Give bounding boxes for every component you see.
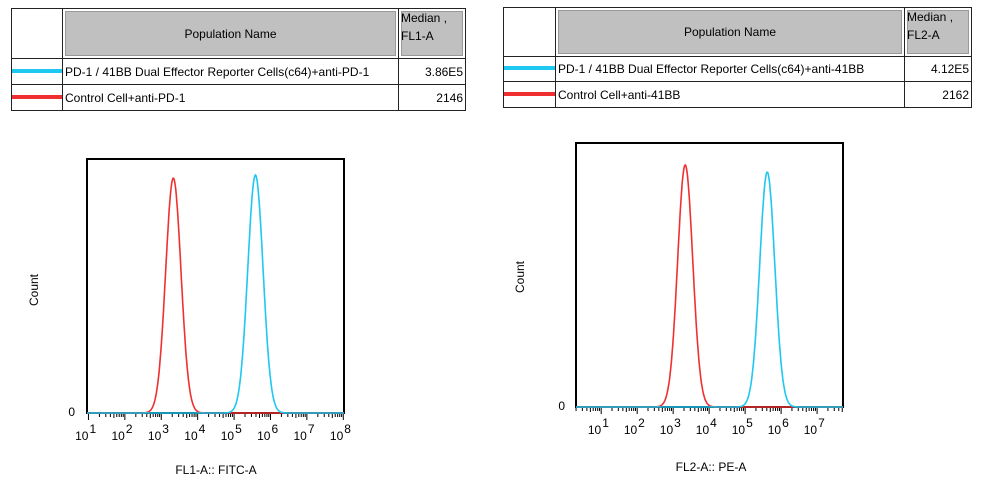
median-value: 2146 bbox=[398, 84, 466, 111]
legend-row: PD-1 / 41BB Dual Effector Reporter Cells… bbox=[503, 56, 972, 82]
x-tick-label: 10 bbox=[660, 423, 674, 437]
median-header-line1: Median , bbox=[907, 10, 954, 24]
legend-swatch-header bbox=[503, 7, 556, 57]
x-tick-exponent: 5 bbox=[746, 416, 753, 430]
x-tick-label: 10 bbox=[111, 429, 125, 443]
x-tick-label: 10 bbox=[75, 429, 89, 443]
x-tick-exponent: 8 bbox=[344, 422, 351, 436]
legend-table-fl1: Population Name Median , FL1-A PD-1 / 41B… bbox=[11, 8, 466, 111]
median-value: 2162 bbox=[904, 81, 972, 108]
x-tick-label: 10 bbox=[184, 429, 198, 443]
x-tick-exponent: 5 bbox=[235, 422, 242, 436]
x-tick-label: 10 bbox=[330, 429, 344, 443]
legend-swatch-cell bbox=[503, 56, 556, 82]
histogram-series-line bbox=[576, 164, 843, 408]
x-tick-label: 10 bbox=[221, 429, 235, 443]
y-tick-label-zero: 0 bbox=[558, 399, 565, 413]
y-axis-label: Count bbox=[27, 273, 41, 306]
population-name: Control Cell+anti-PD-1 bbox=[62, 84, 399, 111]
median-value: 4.12E5 bbox=[904, 56, 972, 82]
histogram-series-line bbox=[87, 177, 344, 414]
plot-frame bbox=[575, 142, 844, 408]
median-header-line2: FL2-A bbox=[907, 28, 940, 42]
histogram-fl2: Count FL2-A:: PE-A 0 10 1 10 2 10 3 10 4 10 5 10 6 1… bbox=[513, 142, 844, 474]
legend-swatch-cell bbox=[503, 81, 556, 108]
x-tick-exponent: 2 bbox=[126, 422, 133, 436]
histogram-series-line bbox=[576, 171, 843, 408]
legend-row: PD-1 / 41BB Dual Effector Reporter Cells… bbox=[11, 58, 466, 85]
column-header-population: Population Name bbox=[555, 7, 905, 57]
x-tick-label: 10 bbox=[804, 423, 818, 437]
red-line-swatch bbox=[504, 91, 555, 96]
median-value: 3.86E5 bbox=[398, 58, 466, 85]
cyan-line-swatch bbox=[504, 66, 555, 70]
x-tick-exponent: 3 bbox=[674, 416, 681, 430]
x-tick-exponent: 6 bbox=[271, 422, 278, 436]
median-header-line2: FL1-A bbox=[401, 29, 434, 43]
red-line-swatch bbox=[12, 94, 62, 99]
legend-swatch-cell bbox=[11, 84, 63, 111]
histogram-series-line bbox=[87, 173, 344, 414]
x-tick-label: 10 bbox=[732, 423, 746, 437]
x-axis-label: FL2-A:: PE-A bbox=[676, 460, 747, 474]
x-tick-exponent: 7 bbox=[818, 416, 825, 430]
x-tick-exponent: 1 bbox=[602, 416, 609, 430]
x-tick-exponent: 2 bbox=[638, 416, 645, 430]
legend-swatch-cell bbox=[11, 58, 63, 85]
x-tick-exponent: 3 bbox=[162, 422, 169, 436]
legend-row: Control Cell+anti-PD-1 2146 bbox=[11, 84, 466, 111]
population-name: PD-1 / 41BB Dual Effector Reporter Cells… bbox=[555, 56, 905, 82]
cyan-line-swatch bbox=[12, 68, 62, 73]
x-tick-exponent: 4 bbox=[710, 416, 717, 430]
median-header-line1: Median , bbox=[401, 11, 448, 25]
x-tick-label: 10 bbox=[148, 429, 162, 443]
histogram-fl1: Count FL1-A:: FITC-A 0 10 1 10 2 10 3 10 4 10 5 10… bbox=[27, 158, 351, 477]
y-tick-label-zero: 0 bbox=[68, 405, 75, 419]
column-header-population: Population Name bbox=[62, 8, 399, 59]
x-tick-exponent: 6 bbox=[782, 416, 789, 430]
x-tick-exponent: 7 bbox=[308, 422, 315, 436]
legend-swatch-header bbox=[11, 8, 63, 59]
x-tick-label: 10 bbox=[624, 423, 638, 437]
x-tick-exponent: 1 bbox=[89, 422, 96, 436]
y-axis-label: Count bbox=[513, 260, 527, 293]
legend-row: Control Cell+anti-41BB 2162 bbox=[503, 81, 972, 108]
plot-frame bbox=[86, 158, 345, 414]
column-header-median: Median , FL1-A bbox=[398, 8, 466, 59]
x-tick-label: 10 bbox=[768, 423, 782, 437]
x-axis-label: FL1-A:: FITC-A bbox=[175, 463, 256, 477]
x-tick-label: 10 bbox=[588, 423, 602, 437]
legend-table-fl2: Population Name Median , FL2-A PD-1 / 41B… bbox=[503, 7, 972, 108]
x-tick-label: 10 bbox=[696, 423, 710, 437]
x-tick-exponent: 4 bbox=[199, 422, 206, 436]
x-tick-label: 10 bbox=[257, 429, 271, 443]
x-tick-label: 10 bbox=[294, 429, 308, 443]
